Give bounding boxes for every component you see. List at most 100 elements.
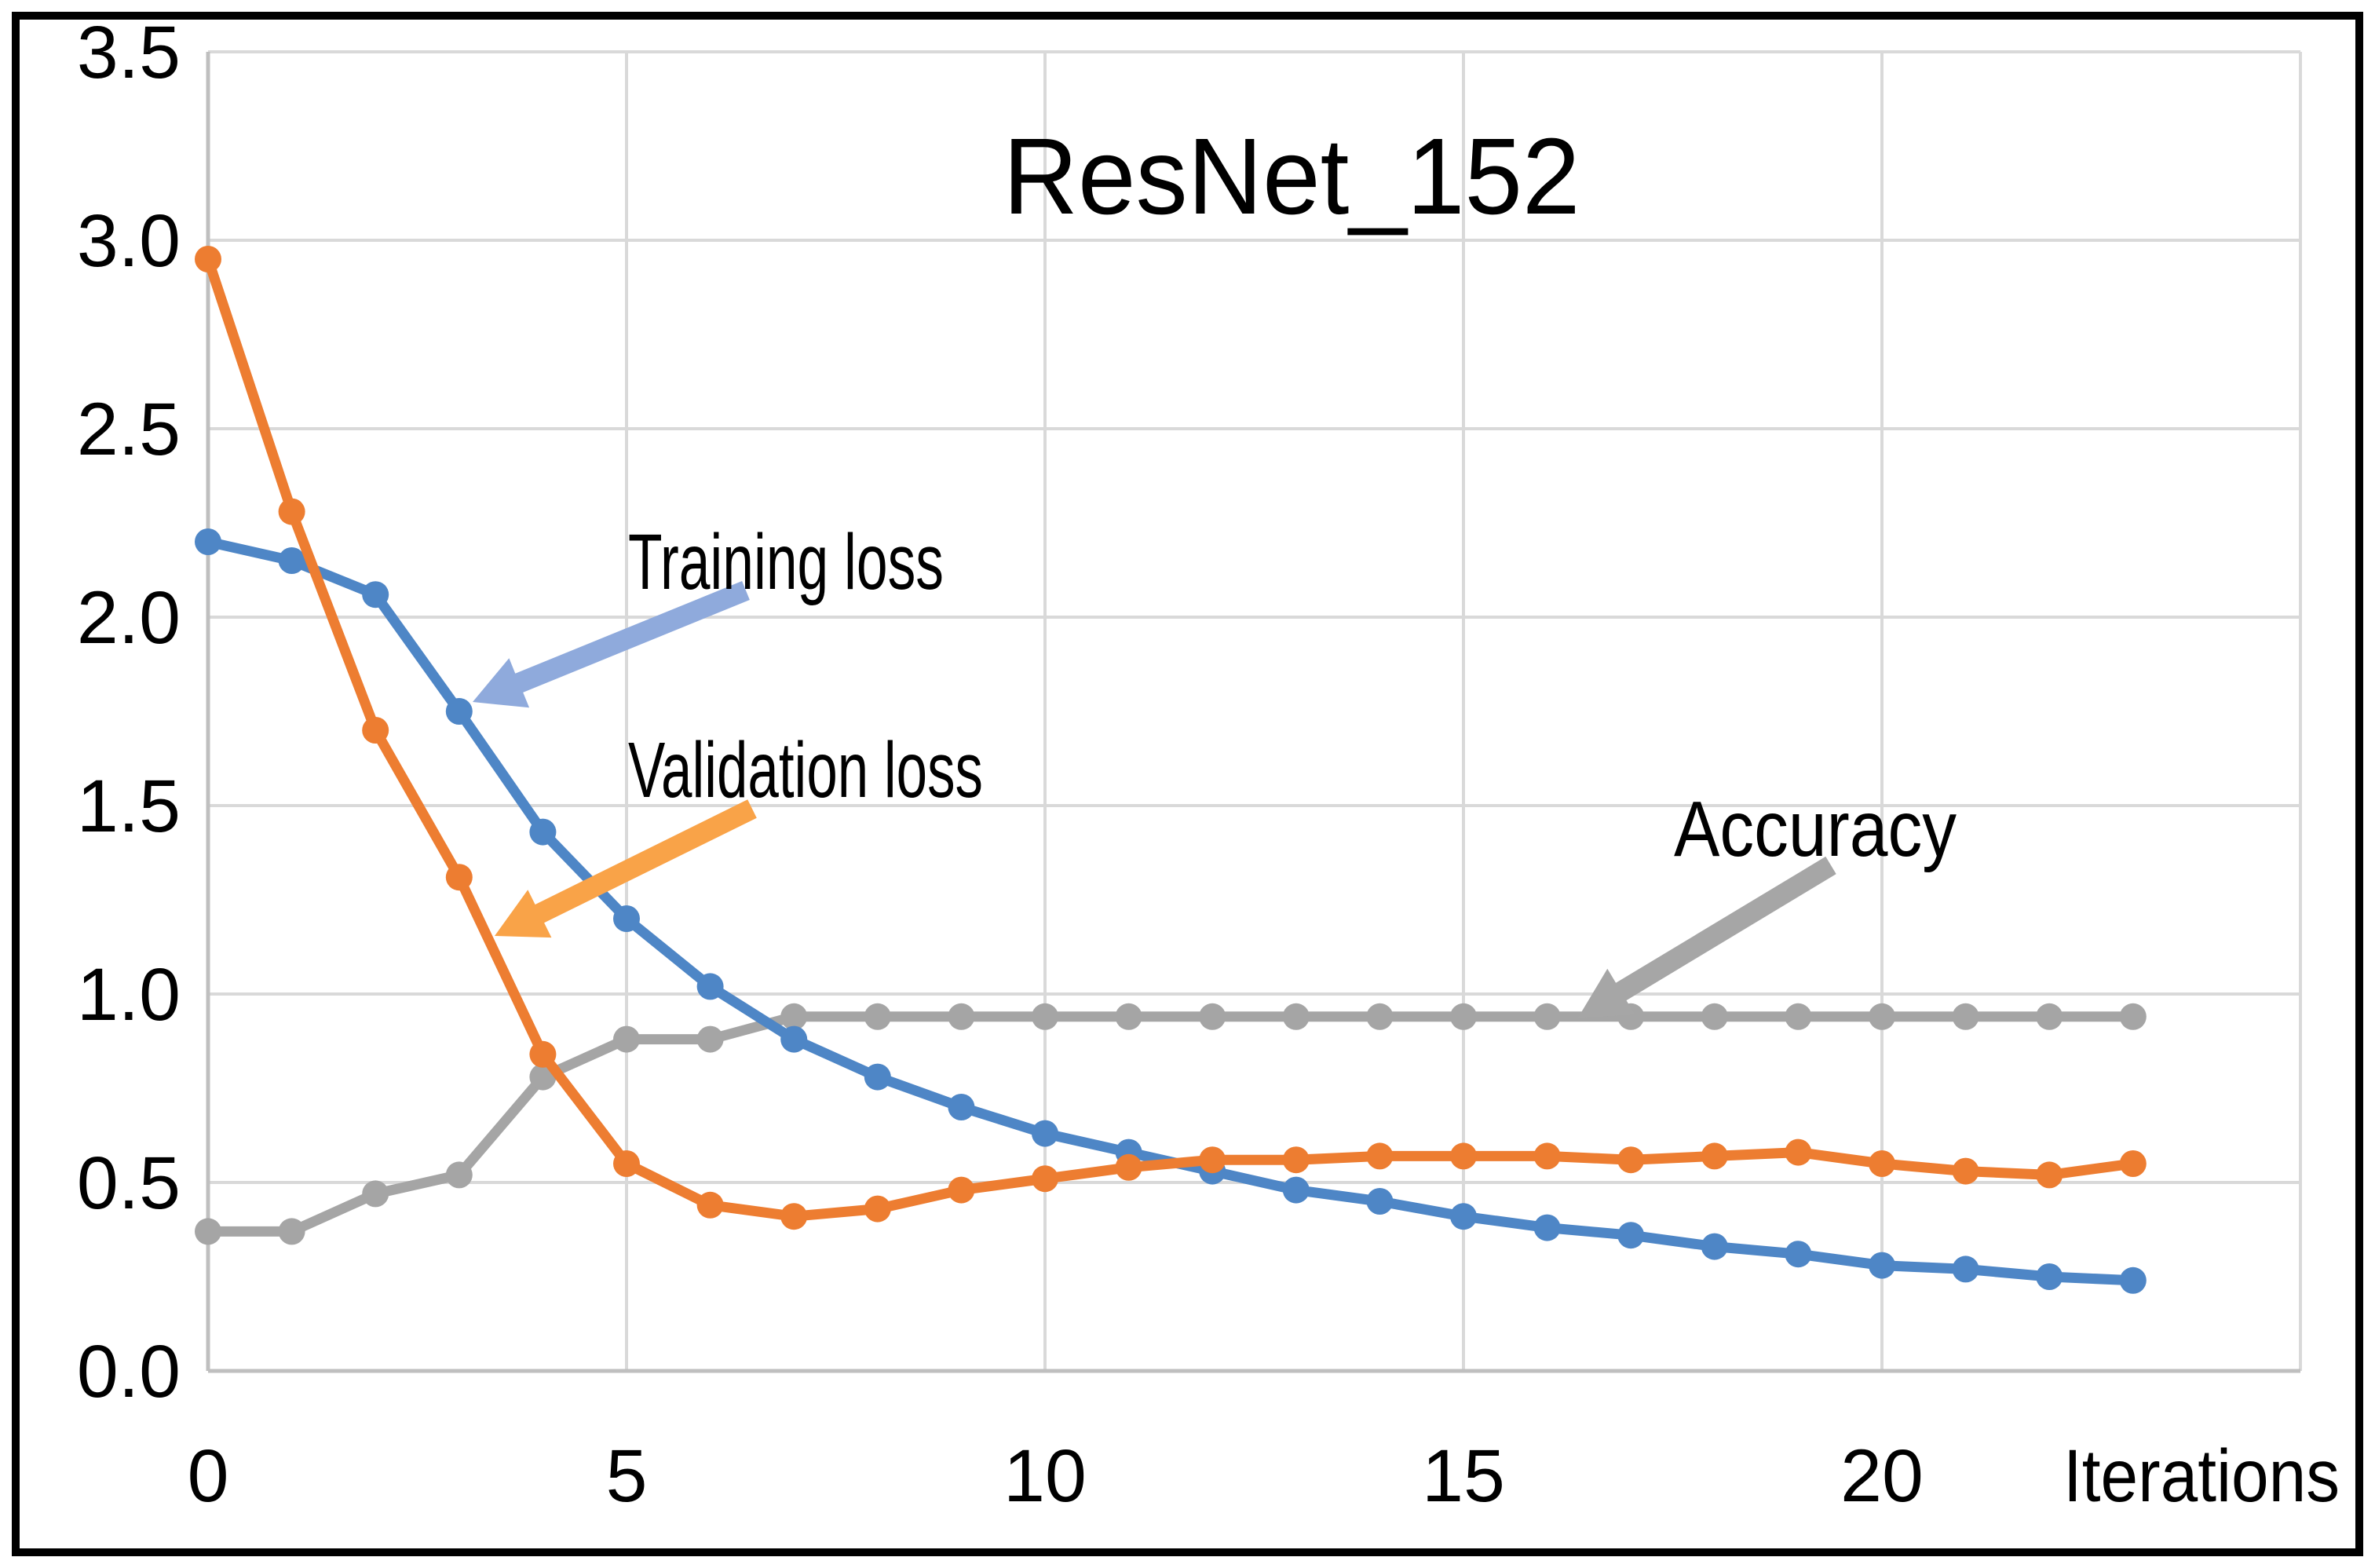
tick-label-layer: 3.5 3.0 2.5 2.0 1.5 1.0 0.5 0.00 5 10 15 20 Iteratio…: [77, 11, 2340, 1518]
data-point: [948, 1003, 975, 1030]
chart-title: ResNet_152: [1003, 116, 1580, 237]
data-point: [362, 581, 389, 609]
data-point: [529, 818, 557, 846]
x-tick-label: 20: [1840, 1435, 1924, 1518]
data-point: [1617, 1146, 1645, 1174]
data-point: [1199, 1146, 1226, 1174]
data-point: [445, 1161, 473, 1189]
x-axis-title: Iterations: [2063, 1435, 2340, 1518]
data-point: [1115, 1153, 1142, 1181]
annotation-layer: Training loss Validation loss Accuracy: [473, 518, 1957, 1018]
data-point: [195, 528, 221, 555]
data-point: [2036, 1003, 2063, 1030]
data-point: [613, 1025, 640, 1053]
data-point: [864, 1195, 891, 1223]
image-border: [12, 12, 2363, 1556]
data-point: [1533, 1142, 1561, 1170]
data-point: [1869, 1252, 1895, 1279]
training-loss-arrow: [473, 581, 750, 708]
data-point: [613, 1150, 640, 1177]
data-point: [1282, 1146, 1310, 1174]
series-accuracy: [195, 1003, 2147, 1245]
data-point: [1115, 1003, 1142, 1030]
data-point: [1785, 1139, 1812, 1166]
training-loss-label: Training loss: [628, 518, 944, 606]
data-point: [1785, 1241, 1812, 1268]
data-point: [2119, 1266, 2147, 1294]
data-point: [362, 717, 389, 744]
data-point: [1952, 1255, 1979, 1283]
data-point: [529, 1040, 557, 1068]
x-tick-label: 5: [606, 1435, 648, 1518]
y-tick-label: 2.5: [77, 388, 181, 471]
data-point: [1032, 1165, 1058, 1193]
accuracy-label: Accuracy: [1674, 785, 1957, 873]
data-point: [1366, 1142, 1394, 1170]
y-tick-label: 0.0: [77, 1330, 181, 1413]
data-point: [1701, 1233, 1728, 1260]
y-tick-label: 3.0: [77, 199, 181, 283]
data-point: [278, 547, 305, 574]
data-point: [1199, 1003, 1226, 1030]
data-point: [864, 1003, 891, 1030]
gridline-layer: [208, 50, 2302, 1371]
series-line: [203, 254, 2139, 1222]
data-point: [864, 1063, 891, 1091]
data-point: [696, 1025, 724, 1053]
x-tick-label: 0: [188, 1435, 229, 1518]
data-point: [613, 905, 640, 932]
data-point: [1282, 1003, 1310, 1030]
data-point: [195, 1218, 221, 1245]
data-point: [1869, 1150, 1895, 1177]
data-point: [1785, 1003, 1812, 1030]
data-point: [278, 498, 305, 525]
data-point: [2036, 1263, 2063, 1290]
data-point: [2036, 1161, 2063, 1189]
validation-loss-label: Validation loss: [628, 726, 983, 814]
data-point: [1869, 1003, 1895, 1030]
data-point: [1952, 1157, 1979, 1185]
data-point: [696, 973, 724, 1000]
series-validation-loss: [195, 246, 2147, 1230]
y-tick-label: 1.5: [77, 765, 181, 848]
series-layer: [195, 246, 2147, 1294]
x-tick-label: 10: [1003, 1435, 1087, 1518]
data-point: [2119, 1003, 2147, 1030]
data-point: [948, 1094, 975, 1120]
data-point: [780, 1003, 808, 1030]
data-point: [1450, 1003, 1477, 1030]
data-point: [278, 1218, 305, 1245]
data-point: [780, 1025, 808, 1053]
data-point: [1701, 1003, 1728, 1030]
data-point: [445, 698, 473, 725]
data-point: [1450, 1203, 1477, 1230]
data-point: [2119, 1150, 2147, 1177]
data-point: [1032, 1003, 1058, 1030]
y-tick-label: 0.5: [77, 1142, 181, 1225]
data-point: [195, 246, 221, 272]
data-point: [1032, 1120, 1058, 1147]
data-point: [1366, 1003, 1394, 1030]
accuracy-arrow: [1578, 856, 1836, 1018]
data-point: [1617, 1222, 1645, 1249]
y-tick-label: 1.0: [77, 953, 181, 1036]
data-point: [1952, 1003, 1979, 1030]
data-point: [1366, 1188, 1394, 1215]
data-point: [1533, 1003, 1561, 1030]
frame-layer: [12, 12, 2363, 1556]
validation-loss-arrow: [495, 799, 757, 938]
data-point: [445, 864, 473, 891]
y-tick-label: 3.5: [77, 11, 181, 94]
y-tick-label: 2.0: [77, 576, 181, 660]
data-point: [780, 1203, 808, 1230]
data-point: [1450, 1142, 1477, 1170]
data-point: [1533, 1214, 1561, 1241]
data-point: [1282, 1176, 1310, 1204]
series-line: [203, 1011, 2139, 1237]
data-point: [1701, 1142, 1728, 1170]
data-point: [362, 1180, 389, 1208]
data-point: [696, 1191, 724, 1219]
x-tick-label: 15: [1422, 1435, 1505, 1518]
